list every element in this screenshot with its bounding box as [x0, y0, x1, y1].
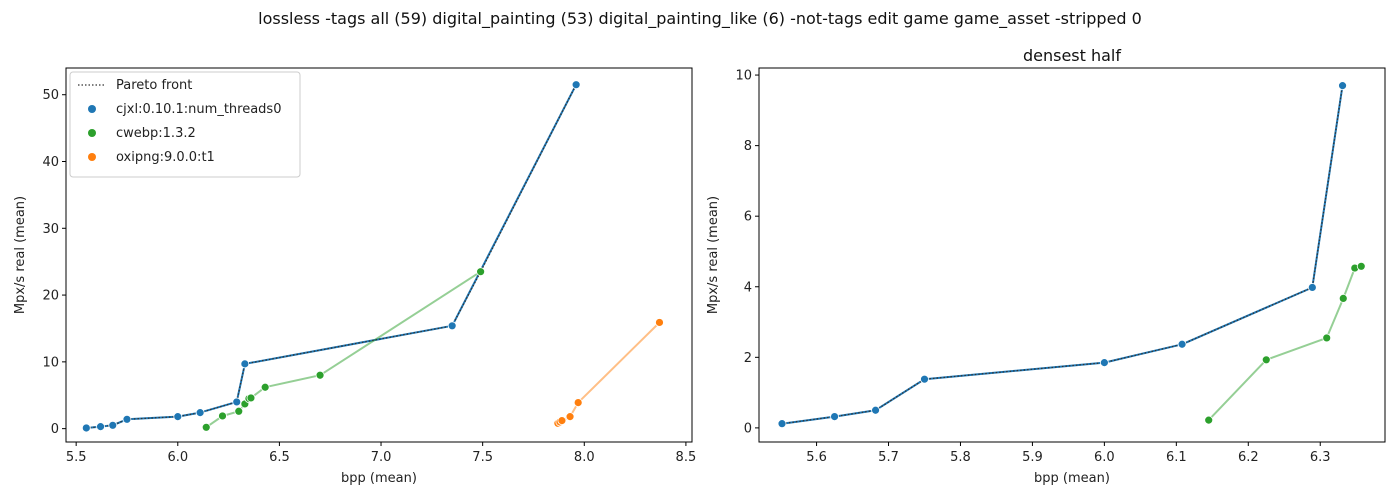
pareto-front-line	[781, 85, 1344, 425]
data-point	[1338, 293, 1348, 303]
data-point	[830, 412, 839, 421]
data-point	[573, 398, 583, 407]
data-point	[315, 370, 325, 380]
data-point	[476, 267, 486, 277]
data-point	[246, 393, 256, 403]
x-tick-label: 7.5	[472, 450, 493, 465]
data-point	[1204, 415, 1214, 425]
data-point	[571, 80, 581, 90]
data-point	[96, 422, 105, 432]
data-point	[122, 414, 132, 424]
data-point	[1356, 261, 1366, 271]
data-point	[201, 422, 211, 432]
legend-marker-swatch	[88, 129, 96, 137]
x-tick-label: 8.5	[676, 450, 697, 465]
y-tick-label: 10	[42, 355, 59, 370]
data-point	[1322, 333, 1332, 343]
plot-frame	[65, 67, 693, 443]
left-chart-panel: 5.5 6.0 6.5 7.0 7.5 8.0 8.5 0 10 20 30 40 50 bpp (mea…	[13, 67, 697, 486]
chart-title: densest half	[1023, 46, 1121, 65]
y-tick-label: 0	[51, 422, 59, 437]
x-tick-label: 5.5	[66, 450, 87, 465]
series-line	[781, 85, 1344, 425]
x-axis-label: bpp (mean)	[1034, 471, 1110, 486]
y-axis-label: Mpx/s real (mean)	[706, 196, 721, 314]
x-tick-label: 6.3	[1310, 450, 1331, 465]
legend-entry-label: Pareto front	[116, 78, 192, 93]
legend-entry-label: oxipng:9.0.0:t1	[116, 150, 215, 165]
data-point	[240, 359, 250, 369]
y-tick-label: 8	[744, 139, 752, 154]
data-point	[447, 321, 457, 331]
data-point	[108, 420, 118, 430]
legend-marker-swatch	[88, 105, 96, 113]
data-point	[565, 412, 575, 422]
y-tick-label: 4	[744, 280, 752, 295]
data-point	[81, 423, 91, 433]
y-tick-label: 0	[744, 421, 752, 436]
data-point	[1307, 283, 1317, 292]
data-point	[1261, 355, 1271, 365]
x-tick-label: 5.9	[1022, 450, 1043, 465]
data-point	[1177, 339, 1187, 349]
y-tick-label: 50	[42, 88, 59, 103]
data-point	[173, 412, 183, 422]
data-point	[557, 416, 567, 426]
x-tick-label: 6.0	[167, 450, 188, 465]
data-point	[777, 419, 787, 429]
series-line	[1207, 265, 1362, 421]
x-tick-label: 8.0	[574, 450, 595, 465]
x-tick-label: 6.0	[1094, 450, 1115, 465]
data-point	[232, 397, 242, 407]
x-tick-label: 7.0	[371, 450, 392, 465]
data-point	[234, 406, 244, 416]
x-tick-label: 5.8	[950, 450, 971, 465]
right-chart-panel: densest half 5.6 5.7 5.8 5.9 6.0 6.1 6.2 6.3 0 2 4 6…	[706, 46, 1386, 486]
x-axis-label: bpp (mean)	[341, 471, 417, 486]
y-tick-label: 30	[42, 222, 59, 237]
legend-entry-label: cwebp:1.3.2	[116, 126, 196, 141]
y-axis-label: Mpx/s real (mean)	[13, 196, 28, 314]
data-point	[655, 318, 664, 327]
x-tick-label: 6.2	[1238, 450, 1259, 465]
y-tick-label: 6	[744, 210, 752, 225]
data-point	[871, 405, 880, 415]
legend-entry-label: cjxl:0.10.1:num_threads0	[116, 102, 281, 117]
legend-marker-swatch	[88, 153, 96, 161]
y-tick-label: 10	[735, 69, 752, 84]
x-tick-label: 6.5	[269, 450, 290, 465]
y-tick-label: 20	[42, 289, 59, 304]
series-line	[557, 321, 661, 425]
legend-box	[69, 71, 301, 178]
data-point	[218, 411, 227, 421]
data-point	[920, 374, 929, 384]
x-tick-label: 5.6	[806, 450, 827, 465]
x-tick-label: 5.7	[878, 450, 899, 465]
data-point	[260, 382, 270, 392]
data-point	[1099, 358, 1109, 368]
data-point	[195, 408, 205, 418]
plot-frame	[758, 67, 1386, 443]
y-tick-label: 2	[744, 351, 752, 366]
x-tick-label: 6.1	[1166, 450, 1187, 465]
y-tick-label: 40	[42, 155, 59, 170]
data-point	[1338, 81, 1347, 91]
figure-suptitle: lossless -tags all (59) digital_painting…	[258, 9, 1142, 29]
